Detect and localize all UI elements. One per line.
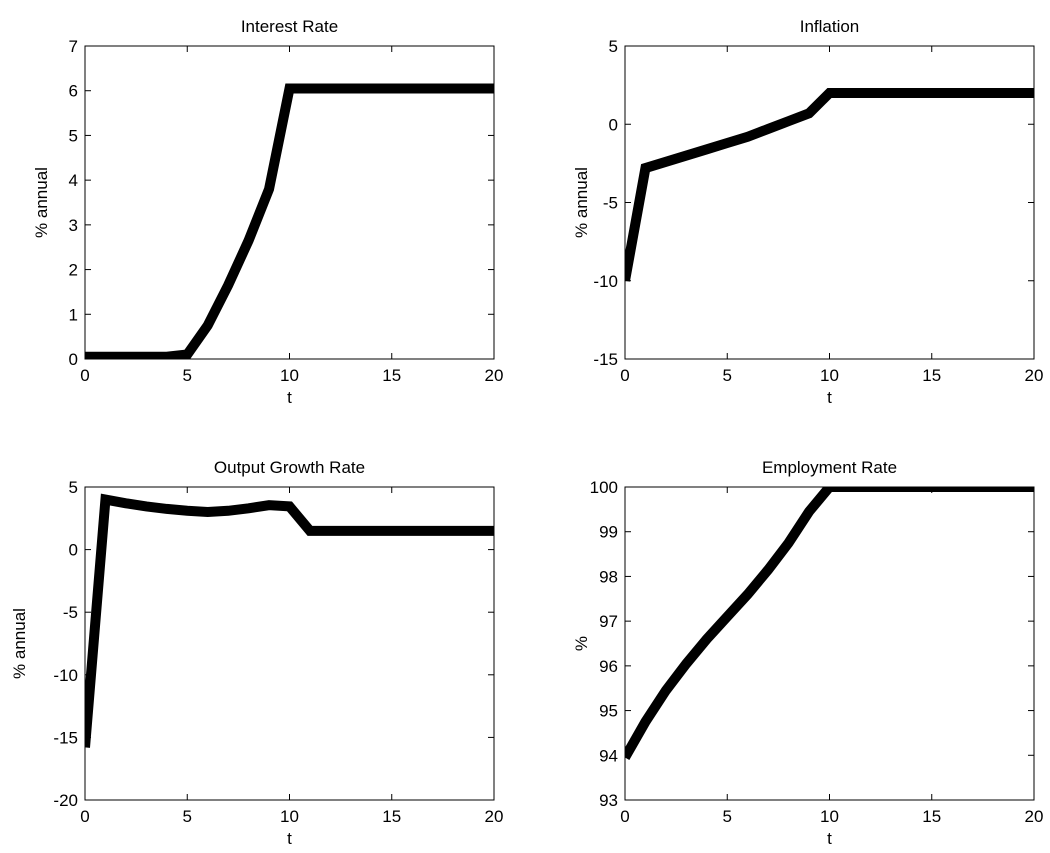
y-tick-label: 95: [599, 702, 618, 721]
x-tick-label: 15: [922, 366, 941, 385]
x-tick-label: 20: [1025, 366, 1044, 385]
x-axis-label: t: [827, 388, 832, 407]
x-tick-label: 5: [723, 366, 732, 385]
y-tick-label: 5: [69, 126, 78, 145]
x-tick-label: 10: [820, 366, 839, 385]
y-axis-label: % annual: [572, 167, 591, 238]
y-tick-label: 94: [599, 746, 618, 765]
x-tick-label: 15: [382, 807, 401, 826]
y-tick-label: -5: [63, 603, 78, 622]
y-tick-label: 6: [69, 82, 78, 101]
x-tick-label: 0: [80, 807, 89, 826]
y-axis-label: % annual: [10, 608, 29, 679]
x-axis-label: t: [827, 829, 832, 848]
series-line: [625, 87, 1034, 282]
series-line: [625, 487, 1034, 761]
y-tick-label: 7: [69, 37, 78, 56]
y-axis-label: % annual: [32, 167, 51, 238]
y-tick-label: -10: [593, 272, 618, 291]
chart-panel-2: 0 5 10 15 20 -15 -10 -5 0 5 Inflation t % annual: [572, 17, 1043, 407]
x-tick-label: 0: [620, 807, 629, 826]
chart-panel-3: 0 5 10 15 20 -20 -15 -10 -5 0 5 Output Growth Rate t…: [10, 458, 503, 848]
y-tick-label: 0: [609, 115, 618, 134]
series-line: [85, 493, 494, 748]
chart-panel-4: 0 5 10 15 20 93 94 95 96 97 98 99 100 Employment Rate…: [572, 458, 1043, 848]
y-tick-label: 4: [69, 171, 78, 190]
x-tick-label: 15: [922, 807, 941, 826]
y-tick-label: -10: [53, 666, 78, 685]
y-tick-label: 97: [599, 612, 618, 631]
x-tick-label: 20: [1025, 807, 1044, 826]
y-tick-label: 1: [69, 305, 78, 324]
chart-title: Inflation: [800, 17, 860, 36]
x-tick-label: 20: [485, 807, 504, 826]
x-tick-label: 0: [80, 366, 89, 385]
y-tick-label: 100: [590, 478, 618, 497]
x-tick-label: 5: [183, 366, 192, 385]
y-tick-label: -15: [593, 350, 618, 369]
y-tick-label: -15: [53, 728, 78, 747]
x-tick-label: 5: [183, 807, 192, 826]
y-axis-label: %: [572, 636, 591, 651]
x-tick-label: 0: [620, 366, 629, 385]
x-tick-label: 20: [485, 366, 504, 385]
y-tick-label: 0: [69, 541, 78, 560]
y-tick-label: 5: [69, 478, 78, 497]
x-tick-label: 5: [723, 807, 732, 826]
x-tick-label: 10: [820, 807, 839, 826]
chart-panel-1: 0 5 10 15 20 0 1 2 3 4 5 6 7 Interest Rate t % annual: [32, 17, 503, 407]
x-axis-label: t: [287, 388, 292, 407]
y-tick-label: 93: [599, 791, 618, 810]
y-tick-label: 0: [69, 350, 78, 369]
chart-title: Interest Rate: [241, 17, 338, 36]
y-tick-label: 96: [599, 657, 618, 676]
x-tick-label: 15: [382, 366, 401, 385]
y-tick-label: 3: [69, 216, 78, 235]
y-tick-label: -20: [53, 791, 78, 810]
axes-frame: [624, 486, 1035, 801]
y-tick-label: 98: [599, 567, 618, 586]
chart-title: Output Growth Rate: [214, 458, 365, 477]
y-tick-label: 2: [69, 261, 78, 280]
y-tick-label: -5: [603, 194, 618, 213]
series-line: [85, 83, 494, 359]
x-axis-label: t: [287, 829, 292, 848]
chart-title: Employment Rate: [762, 458, 897, 477]
y-tick-label: 5: [609, 37, 618, 56]
y-tick-label: 99: [599, 523, 618, 542]
x-tick-label: 10: [280, 807, 299, 826]
x-tick-label: 10: [280, 366, 299, 385]
